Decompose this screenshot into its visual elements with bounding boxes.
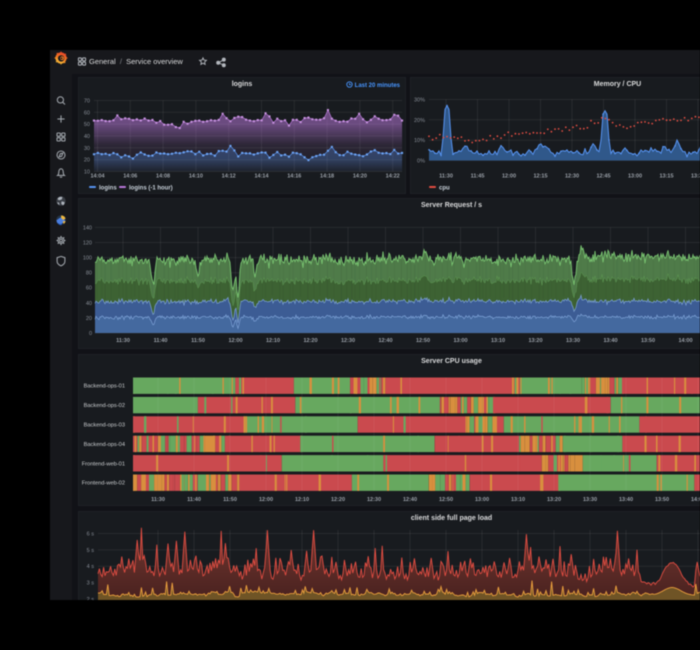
svg-text:12:30: 12:30	[367, 497, 381, 503]
svg-text:14:04: 14:04	[90, 173, 105, 179]
svg-text:14:20: 14:20	[353, 173, 367, 179]
svg-text:Backend-ops-04: Backend-ops-04	[84, 441, 125, 447]
svg-text:100: 100	[83, 256, 92, 262]
svg-text:10%: 10%	[414, 138, 425, 144]
svg-text:14:10: 14:10	[189, 173, 203, 179]
svg-text:40: 40	[86, 301, 92, 307]
svg-text:Backend-ops-01: Backend-ops-01	[84, 383, 125, 389]
svg-text:14:22: 14:22	[386, 173, 400, 179]
svg-text:50: 50	[84, 122, 90, 128]
svg-text:11:45: 11:45	[471, 173, 485, 179]
svg-text:13:10: 13:10	[491, 338, 505, 344]
svg-text:14:08: 14:08	[156, 173, 170, 179]
svg-text:20: 20	[84, 157, 90, 163]
svg-text:Backend-ops-02: Backend-ops-02	[84, 403, 125, 409]
svg-text:0%: 0%	[417, 158, 425, 164]
svg-text:3 s: 3 s	[87, 580, 95, 586]
svg-text:14:18: 14:18	[320, 173, 334, 179]
svg-text:13:40: 13:40	[619, 497, 633, 503]
svg-text:cpu: cpu	[439, 185, 450, 191]
svg-text:40: 40	[84, 134, 90, 140]
svg-text:13:00: 13:00	[475, 497, 489, 503]
svg-text:13:30: 13:30	[566, 338, 580, 344]
svg-text:11:40: 11:40	[154, 338, 168, 344]
svg-text:6 s: 6 s	[87, 531, 95, 537]
svg-text:13:40: 13:40	[603, 338, 617, 344]
svg-text:11:30: 11:30	[439, 173, 453, 179]
svg-text:12:30: 12:30	[565, 173, 579, 179]
svg-text:4 s: 4 s	[87, 564, 95, 570]
svg-text:logins (-1 hour): logins (-1 hour)	[129, 185, 173, 191]
svg-text:30%: 30%	[414, 97, 425, 103]
svg-text:80: 80	[86, 271, 92, 277]
svg-text:12:10: 12:10	[266, 338, 280, 344]
svg-text:60: 60	[84, 110, 90, 116]
svg-text:20%: 20%	[414, 117, 425, 123]
svg-text:12:20: 12:20	[303, 338, 317, 344]
svg-text:12:00: 12:00	[228, 338, 242, 344]
svg-text:12:10: 12:10	[295, 497, 309, 503]
svg-text:13:00: 13:00	[628, 173, 642, 179]
svg-text:Backend-ops-03: Backend-ops-03	[84, 422, 125, 428]
svg-text:2 s: 2 s	[87, 596, 95, 600]
svg-text:5 s: 5 s	[87, 547, 95, 553]
svg-text:12:30: 12:30	[341, 338, 355, 344]
svg-text:13:20: 13:20	[528, 338, 542, 344]
svg-text:20: 20	[86, 316, 92, 322]
svg-text:30: 30	[84, 145, 90, 151]
svg-text:14:16: 14:16	[287, 173, 301, 179]
svg-text:13:15: 13:15	[659, 173, 673, 179]
svg-text:60: 60	[86, 286, 92, 292]
svg-text:13:50: 13:50	[641, 338, 655, 344]
svg-text:Frontend-web-02: Frontend-web-02	[82, 480, 125, 486]
svg-text:12:50: 12:50	[416, 338, 430, 344]
svg-text:13:10: 13:10	[511, 497, 525, 503]
svg-text:14:00: 14:00	[691, 497, 700, 503]
svg-text:Frontend-web-01: Frontend-web-01	[82, 461, 125, 467]
svg-text:14:14: 14:14	[254, 173, 269, 179]
svg-text:12:50: 12:50	[439, 497, 453, 503]
svg-text:140: 140	[83, 225, 92, 231]
svg-text:12:20: 12:20	[331, 497, 345, 503]
svg-text:14:06: 14:06	[123, 173, 137, 179]
svg-text:11:30: 11:30	[151, 497, 165, 503]
svg-text:13:30: 13:30	[583, 497, 597, 503]
svg-text:11:50: 11:50	[223, 497, 237, 503]
svg-text:11:40: 11:40	[187, 497, 201, 503]
svg-text:12:45: 12:45	[596, 173, 610, 179]
svg-text:70: 70	[84, 98, 90, 104]
svg-text:11:30: 11:30	[116, 338, 130, 344]
svg-text:14:12: 14:12	[222, 173, 236, 179]
svg-text:13:30: 13:30	[691, 173, 700, 179]
svg-text:13:50: 13:50	[655, 497, 669, 503]
svg-text:12:00: 12:00	[502, 173, 516, 179]
svg-text:10: 10	[84, 169, 90, 175]
svg-text:13:00: 13:00	[453, 338, 467, 344]
svg-text:13:20: 13:20	[547, 497, 561, 503]
svg-text:11:50: 11:50	[191, 338, 205, 344]
svg-text:12:40: 12:40	[403, 497, 417, 503]
svg-text:logins: logins	[99, 185, 117, 191]
svg-text:12:15: 12:15	[533, 173, 547, 179]
svg-text:12:00: 12:00	[259, 497, 273, 503]
svg-text:120: 120	[83, 241, 92, 247]
svg-text:14:00: 14:00	[678, 338, 692, 344]
svg-text:0: 0	[89, 331, 92, 337]
svg-text:12:40: 12:40	[378, 338, 392, 344]
